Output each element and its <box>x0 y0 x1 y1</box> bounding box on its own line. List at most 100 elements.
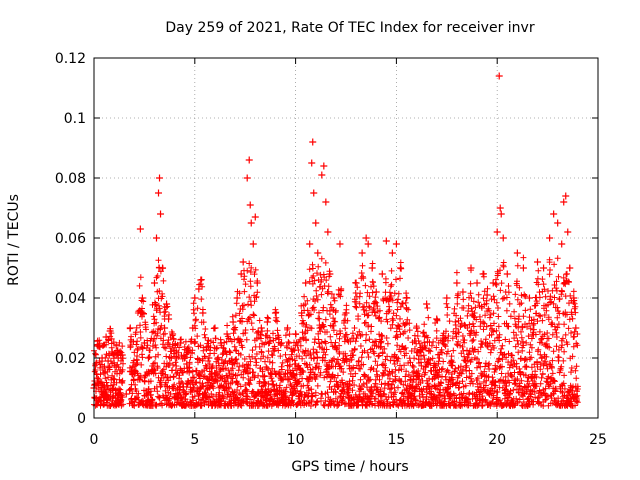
data-point <box>314 249 322 257</box>
data-point <box>217 339 225 347</box>
data-point <box>489 279 497 287</box>
data-point <box>284 324 292 332</box>
data-point <box>165 315 173 323</box>
data-point <box>138 294 146 302</box>
data-point <box>195 285 203 293</box>
data-point <box>155 189 163 197</box>
data-point <box>388 249 396 257</box>
y-tick-label: 0.12 <box>55 51 86 67</box>
data-point <box>122 390 130 398</box>
data-point <box>540 264 548 272</box>
data-point <box>199 309 207 317</box>
data-point <box>560 198 568 206</box>
data-point <box>550 210 558 218</box>
data-point <box>130 369 138 377</box>
data-point <box>493 228 501 236</box>
data-point <box>152 234 160 242</box>
data-point <box>292 330 300 338</box>
data-point <box>247 219 255 227</box>
data-point <box>271 309 279 317</box>
data-point <box>205 354 213 362</box>
data-point <box>100 369 108 377</box>
data-point <box>312 219 320 227</box>
data-point <box>546 234 554 242</box>
data-point <box>118 351 126 359</box>
data-point <box>413 324 421 332</box>
data-point <box>116 366 124 374</box>
data-point <box>277 339 285 347</box>
data-point <box>169 330 177 338</box>
data-point <box>433 315 441 323</box>
data-point <box>233 294 241 302</box>
data-point <box>106 327 114 335</box>
data-point <box>564 228 572 236</box>
data-point <box>554 219 562 227</box>
data-point <box>503 270 511 278</box>
data-point <box>251 213 259 221</box>
data-point <box>326 270 334 278</box>
data-point <box>497 210 505 218</box>
data-point <box>496 204 504 212</box>
data-point <box>223 330 231 338</box>
data-point <box>229 318 237 326</box>
data-point <box>306 240 314 248</box>
data-point <box>245 156 253 164</box>
data-point <box>566 264 574 272</box>
y-tick-label: 0.02 <box>55 351 86 367</box>
data-point <box>423 300 431 308</box>
data-point <box>136 225 144 233</box>
data-point <box>298 309 306 317</box>
data-point <box>453 279 461 287</box>
data-point <box>558 240 566 248</box>
data-point <box>310 189 318 197</box>
data-point <box>368 264 376 272</box>
data-point <box>562 192 570 200</box>
data-point <box>257 324 265 332</box>
data-point <box>163 300 171 308</box>
data-point <box>173 354 181 362</box>
data-point <box>237 270 245 278</box>
data-point <box>197 276 205 284</box>
data-point <box>352 279 360 287</box>
data-point <box>126 324 134 332</box>
data-point <box>112 363 120 371</box>
y-tick-label: 0.1 <box>64 111 86 127</box>
x-axis-label: GPS time / hours <box>291 459 408 475</box>
data-point <box>161 324 169 332</box>
data-point <box>495 72 503 80</box>
data-point <box>246 201 254 209</box>
y-tick-label: 0.08 <box>55 171 86 187</box>
x-tick-label: 20 <box>488 432 506 448</box>
data-point <box>519 264 527 272</box>
data-points <box>90 72 580 398</box>
data-point <box>513 249 521 257</box>
data-point <box>396 264 404 272</box>
data-point <box>479 270 487 278</box>
data-point <box>318 171 326 179</box>
data-point <box>324 228 332 236</box>
data-point <box>239 258 247 266</box>
data-point <box>157 210 165 218</box>
x-tick-label: 0 <box>90 432 99 448</box>
data-point <box>114 354 122 362</box>
data-point <box>189 324 197 332</box>
data-point <box>183 360 191 368</box>
data-point <box>525 294 533 302</box>
data-point <box>102 333 110 341</box>
data-point <box>140 339 148 347</box>
data-point <box>342 309 350 317</box>
x-tick-label: 5 <box>190 432 199 448</box>
data-point <box>378 270 386 278</box>
chart-title: Day 259 of 2021, Rate Of TEC Index for r… <box>165 20 534 36</box>
data-point <box>473 279 481 287</box>
data-point <box>534 258 542 266</box>
data-point <box>309 138 317 146</box>
data-point <box>249 240 257 248</box>
data-point <box>382 237 390 245</box>
data-point <box>96 378 104 386</box>
data-point <box>253 279 261 287</box>
data-point <box>364 240 372 248</box>
data-point <box>443 294 451 302</box>
data-point <box>372 288 380 296</box>
